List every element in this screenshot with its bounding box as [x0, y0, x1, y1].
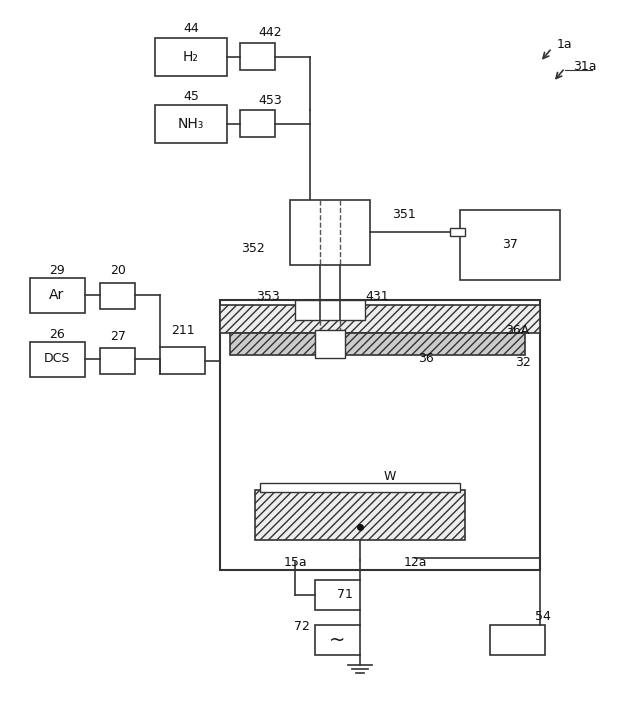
FancyBboxPatch shape	[460, 210, 560, 280]
FancyBboxPatch shape	[240, 43, 275, 70]
Text: 45: 45	[183, 90, 199, 103]
Text: 27: 27	[110, 329, 126, 342]
Text: H₂: H₂	[183, 50, 199, 64]
Text: 54: 54	[535, 610, 551, 623]
Text: 37: 37	[502, 238, 518, 251]
Text: 353: 353	[256, 290, 280, 303]
FancyBboxPatch shape	[295, 300, 365, 320]
Text: 31a: 31a	[573, 59, 596, 72]
FancyBboxPatch shape	[155, 105, 227, 143]
FancyBboxPatch shape	[315, 330, 345, 358]
Text: 29: 29	[49, 264, 65, 277]
FancyBboxPatch shape	[315, 625, 360, 655]
Text: 12a: 12a	[403, 555, 427, 568]
FancyBboxPatch shape	[30, 278, 85, 313]
FancyBboxPatch shape	[220, 300, 540, 570]
Text: 15a: 15a	[283, 555, 307, 568]
Bar	[230, 333, 525, 355]
Text: 351: 351	[392, 209, 416, 222]
FancyBboxPatch shape	[240, 110, 275, 137]
Text: 26: 26	[49, 327, 65, 340]
Text: 20: 20	[110, 264, 126, 277]
FancyBboxPatch shape	[100, 283, 135, 309]
Text: W: W	[384, 469, 396, 482]
Text: NH₃: NH₃	[178, 117, 204, 131]
Text: 36: 36	[418, 351, 434, 364]
Text: 71: 71	[337, 589, 353, 602]
FancyBboxPatch shape	[30, 342, 85, 377]
Text: 442: 442	[258, 27, 282, 40]
Text: 352: 352	[241, 242, 265, 255]
Text: 44: 44	[183, 22, 199, 35]
Text: 211: 211	[171, 324, 195, 337]
Text: 1a: 1a	[557, 38, 573, 51]
Bar	[255, 490, 465, 540]
Text: Ar: Ar	[49, 288, 65, 302]
Text: ~: ~	[329, 631, 345, 649]
FancyBboxPatch shape	[315, 580, 360, 610]
FancyBboxPatch shape	[160, 347, 205, 374]
Bar	[220, 305, 540, 333]
Text: 431: 431	[365, 290, 388, 303]
Text: 453: 453	[258, 93, 282, 106]
FancyBboxPatch shape	[100, 348, 135, 374]
FancyBboxPatch shape	[450, 228, 465, 236]
Text: 32: 32	[515, 356, 531, 369]
FancyBboxPatch shape	[155, 38, 227, 76]
Text: 36A: 36A	[505, 324, 529, 337]
Text: 72: 72	[294, 620, 310, 634]
Text: DCS: DCS	[44, 353, 70, 366]
FancyBboxPatch shape	[260, 483, 460, 492]
FancyBboxPatch shape	[290, 200, 370, 265]
FancyBboxPatch shape	[490, 625, 545, 655]
